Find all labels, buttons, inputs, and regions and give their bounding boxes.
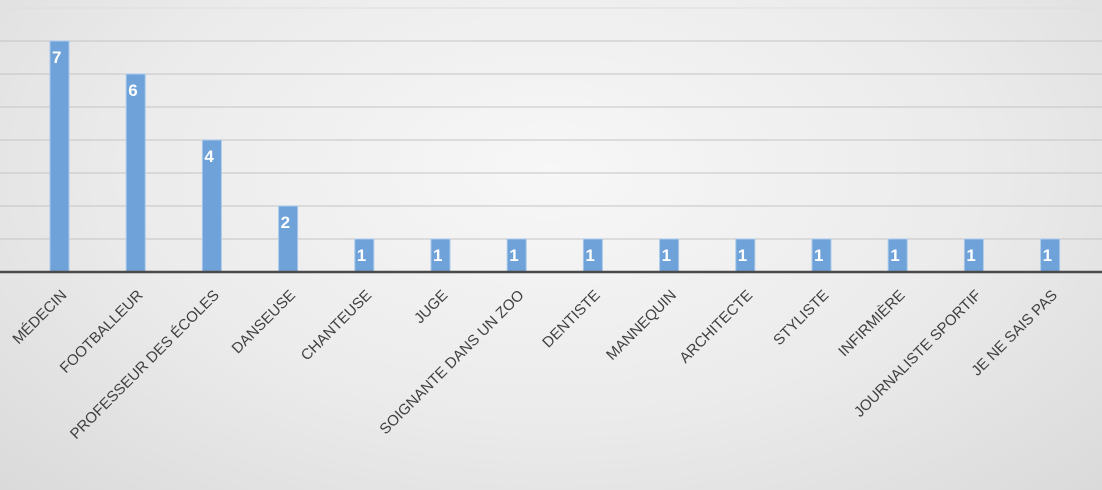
x-tick-label: JOURNALISTE SPORTIF [851, 287, 985, 421]
data-label: 1 [1043, 246, 1052, 265]
x-tick-label: MANNEQUIN [603, 287, 680, 364]
data-label: 4 [204, 147, 214, 166]
x-tick-label: JUGE [411, 287, 451, 327]
x-tick-label: INFIRMIÈRE [835, 287, 908, 360]
data-labels: 7 6 4 2 1 1 1 1 1 1 1 1 1 1 [52, 48, 1052, 265]
data-label: 1 [433, 246, 442, 265]
x-tick-label: PROFESSEUR DES ÉCOLES [67, 287, 223, 443]
x-tick-label: SOIGNANTE DANS UN ZOO [376, 287, 527, 438]
x-tick-label: STYLISTE [770, 287, 832, 349]
data-label: 2 [281, 213, 290, 232]
x-tick-label: DANSEUSE [229, 287, 299, 357]
bar [49, 40, 70, 273]
data-label: 1 [738, 246, 747, 265]
data-label: 7 [52, 48, 61, 67]
gridlines [0, 7, 1102, 240]
data-label: 1 [814, 246, 823, 265]
data-label: 1 [509, 246, 518, 265]
x-tick-label: CHANTEUSE [298, 287, 375, 364]
x-tick-label: DENTISTE [539, 287, 603, 351]
data-label: 1 [357, 246, 366, 265]
data-label: 1 [662, 246, 671, 265]
bar [125, 73, 146, 273]
data-label: 6 [128, 81, 137, 100]
x-tick-label: MÉDECIN [9, 287, 70, 348]
data-label: 1 [890, 246, 899, 265]
bars [49, 40, 1061, 273]
data-label: 1 [585, 246, 594, 265]
data-label: 1 [966, 246, 975, 265]
x-tick-label: ARCHITECTE [676, 287, 756, 367]
